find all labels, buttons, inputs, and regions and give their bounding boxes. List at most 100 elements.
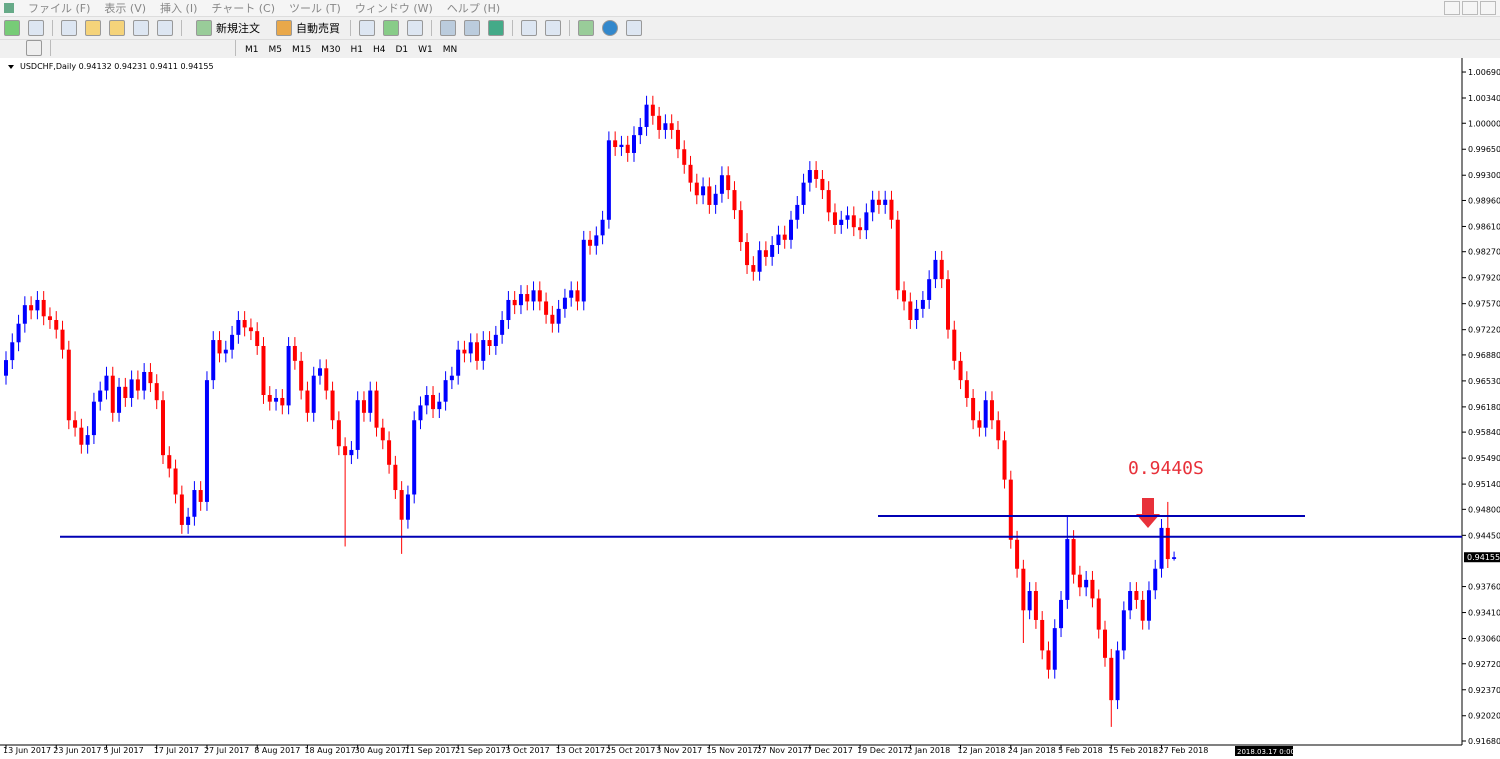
- menu-item[interactable]: ファイル (F): [28, 2, 91, 15]
- candle-body: [977, 420, 982, 428]
- timeframe-button[interactable]: MN: [442, 44, 458, 55]
- cursor-time: 2018.03.17 0:00: [1237, 748, 1295, 756]
- tool[interactable]: [213, 41, 227, 55]
- auto-trade-label: 自動売買: [296, 22, 340, 35]
- tool[interactable]: [125, 41, 139, 55]
- icon[interactable]: [626, 20, 642, 36]
- icon[interactable]: [61, 20, 77, 36]
- restore[interactable]: [1462, 1, 1478, 15]
- candle-body: [946, 279, 950, 330]
- candle-body: [449, 375, 454, 381]
- timeframe-button[interactable]: H4: [372, 44, 386, 55]
- candle-body: [807, 170, 812, 183]
- candle-body: [1052, 628, 1057, 670]
- close[interactable]: [1480, 1, 1496, 15]
- window-controls: [1444, 1, 1496, 15]
- candle-body: [531, 290, 536, 302]
- menu-item[interactable]: 表示 (V): [104, 2, 147, 15]
- icon[interactable]: [602, 20, 618, 36]
- icon[interactable]: [359, 20, 375, 36]
- y-tick-label: 0.96180: [1468, 403, 1500, 412]
- x-tick-label: 15 Nov 2017: [706, 746, 757, 755]
- x-tick-label: 13 Jun 2017: [3, 746, 51, 755]
- icon[interactable]: [109, 20, 125, 36]
- separator: [181, 20, 182, 36]
- candle-body: [1027, 591, 1032, 611]
- tool[interactable]: [191, 41, 205, 55]
- tool[interactable]: [169, 41, 183, 55]
- y-tick-label: 0.94800: [1468, 505, 1500, 514]
- icon[interactable]: [28, 20, 44, 36]
- timeframe-button[interactable]: M5: [268, 44, 283, 55]
- low-value: 0.9411: [150, 62, 178, 71]
- timeframe-button[interactable]: M1: [245, 44, 259, 55]
- tool[interactable]: [147, 41, 161, 55]
- candle-body: [361, 400, 366, 413]
- candle-body: [418, 405, 423, 421]
- icon[interactable]: [545, 20, 561, 36]
- x-tick-label: 24 Jan 2018: [1008, 746, 1056, 755]
- x-tick-label: 7 Dec 2017: [807, 746, 853, 755]
- timeframe-button[interactable]: H1: [350, 44, 363, 55]
- y-tick-label: 0.97570: [1468, 300, 1500, 309]
- candle-body: [801, 182, 806, 205]
- icon[interactable]: [4, 20, 20, 36]
- candle-body: [399, 490, 404, 520]
- menu-item[interactable]: チャート (C): [211, 2, 276, 15]
- drawing-toolbar: M1 M5 M15 M30 H1 H4 D1 W1 MN: [0, 38, 1500, 59]
- icon[interactable]: [407, 20, 423, 36]
- candle-body: [814, 170, 819, 179]
- candle-body: [343, 446, 348, 456]
- icon[interactable]: [578, 20, 594, 36]
- candle-body: [161, 400, 165, 456]
- candle-body: [223, 349, 228, 354]
- auto-trade-button[interactable]: 自動売買: [272, 20, 340, 36]
- timeframe-button[interactable]: D1: [395, 44, 409, 55]
- candle-body: [368, 390, 373, 413]
- candle-body: [719, 175, 724, 194]
- crosshair-tool[interactable]: [26, 40, 42, 56]
- timeframe-button[interactable]: W1: [418, 44, 433, 55]
- y-tick-label: 0.98270: [1468, 248, 1500, 257]
- tool[interactable]: [81, 41, 95, 55]
- timeframe-button[interactable]: M15: [292, 44, 312, 55]
- candle-body: [939, 259, 944, 280]
- cursor-time-box: [1235, 746, 1293, 756]
- candle-body: [47, 316, 52, 321]
- cursor-tool[interactable]: [4, 41, 18, 55]
- icon[interactable]: [440, 20, 456, 36]
- candle-body: [663, 123, 668, 130]
- x-tick-label: 19 Dec 2017: [857, 746, 908, 755]
- icon[interactable]: [488, 20, 504, 36]
- separator: [52, 20, 53, 36]
- candle-body: [751, 265, 756, 272]
- icon[interactable]: [521, 20, 537, 36]
- icon[interactable]: [133, 20, 149, 36]
- tool[interactable]: [59, 41, 73, 55]
- menu-item[interactable]: ヘルプ (H): [446, 2, 501, 15]
- candle-body: [456, 349, 461, 376]
- menu-item[interactable]: ツール (T): [289, 2, 341, 15]
- new-order-button[interactable]: 新規注文: [192, 20, 260, 36]
- icon[interactable]: [157, 20, 173, 36]
- separator: [50, 40, 51, 56]
- icon[interactable]: [85, 20, 101, 36]
- candle-body: [355, 400, 360, 450]
- x-tick-label: 25 Oct 2017: [606, 746, 655, 755]
- menu-item[interactable]: 挿入 (I): [160, 2, 198, 15]
- menu-item[interactable]: ウィンドウ (W): [354, 2, 433, 15]
- icon[interactable]: [383, 20, 399, 36]
- tool[interactable]: [103, 41, 117, 55]
- candle-body: [424, 394, 429, 406]
- candle-body: [500, 320, 505, 335]
- timeframe-button[interactable]: M30: [321, 44, 341, 55]
- candle-body: [902, 290, 907, 302]
- icon[interactable]: [464, 20, 480, 36]
- candle-body: [983, 400, 988, 428]
- candle-body: [1077, 574, 1082, 588]
- new-order-label: 新規注文: [216, 22, 260, 35]
- candle-body: [129, 379, 134, 398]
- y-tick-label: 0.97920: [1468, 274, 1500, 283]
- minimize[interactable]: [1444, 1, 1460, 15]
- candle-body: [173, 468, 178, 495]
